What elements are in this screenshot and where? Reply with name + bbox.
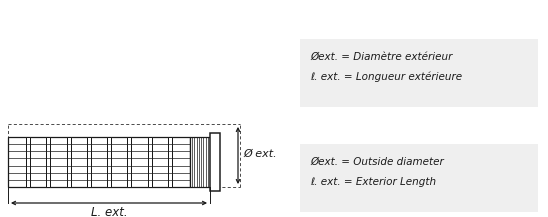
Text: Ø ext.: Ø ext.: [243, 148, 277, 158]
Bar: [26, 137, 30, 187]
Bar: [127, 137, 132, 187]
Bar: [67, 137, 71, 187]
Bar: [300, 144, 538, 212]
Text: ℓ. ext. = Exterior Length: ℓ. ext. = Exterior Length: [310, 177, 436, 187]
Text: Øext. = Diamètre extérieur: Øext. = Diamètre extérieur: [310, 52, 453, 62]
Text: L. ext.: L. ext.: [90, 206, 127, 217]
Bar: [47, 137, 50, 187]
Text: ℓ. ext. = Longueur extérieure: ℓ. ext. = Longueur extérieure: [310, 72, 462, 82]
Bar: [87, 137, 91, 187]
Bar: [300, 39, 538, 107]
Bar: [168, 137, 172, 187]
Bar: [190, 137, 210, 187]
Bar: [210, 133, 220, 191]
Bar: [8, 137, 190, 187]
Bar: [147, 137, 152, 187]
Bar: [107, 137, 111, 187]
Text: Øext. = Outside diameter: Øext. = Outside diameter: [310, 157, 444, 167]
